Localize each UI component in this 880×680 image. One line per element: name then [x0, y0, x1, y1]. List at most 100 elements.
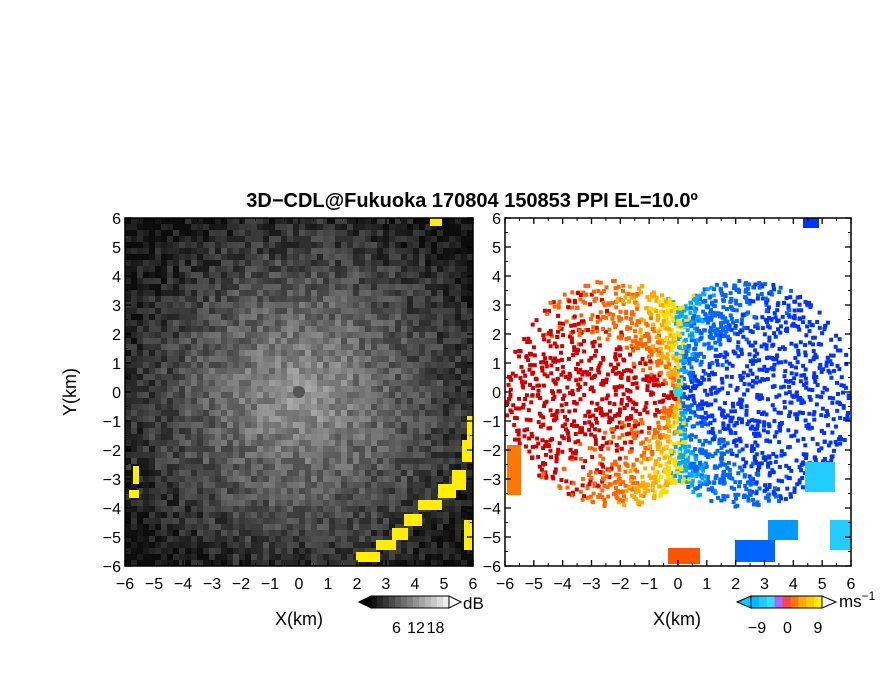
reflectivity-pixel	[257, 536, 263, 542]
reflectivity-pixel	[299, 428, 305, 434]
reflectivity-pixel	[209, 392, 215, 398]
reflectivity-pixel	[263, 278, 269, 284]
reflectivity-pixel	[323, 506, 329, 512]
reflectivity-pixel	[173, 368, 179, 374]
velocity-pixel	[732, 462, 737, 467]
velocity-pixel	[706, 455, 711, 460]
reflectivity-pixel	[287, 242, 293, 248]
reflectivity-pixel	[161, 254, 167, 260]
reflectivity-pixel	[389, 476, 395, 482]
reflectivity-pixel	[299, 326, 305, 332]
reflectivity-pixel	[233, 386, 239, 392]
reflectivity-pixel	[293, 482, 299, 488]
reflectivity-pixel	[335, 320, 341, 326]
reflectivity-pixel	[383, 530, 389, 536]
reflectivity-pixel	[263, 422, 269, 428]
reflectivity-pixel	[395, 290, 401, 296]
velocity-pixel	[746, 498, 751, 503]
reflectivity-pixel	[185, 524, 191, 530]
reflectivity-pixel	[203, 512, 209, 518]
reflectivity-pixel	[407, 416, 413, 422]
reflectivity-pixel	[137, 458, 143, 464]
reflectivity-pixel	[137, 434, 143, 440]
velocity-pixel	[658, 493, 663, 498]
reflectivity-pixel	[455, 458, 461, 464]
reflectivity-pixel	[209, 518, 215, 524]
velocity-pixel	[643, 333, 648, 338]
reflectivity-pixel	[245, 554, 251, 560]
velocity-pixel	[649, 352, 654, 357]
velocity-pixel	[731, 486, 736, 491]
reflectivity-pixel	[299, 350, 305, 356]
reflectivity-pixel	[365, 272, 371, 278]
reflectivity-pixel	[461, 236, 467, 242]
reflectivity-pixel	[245, 278, 251, 284]
reflectivity-pixel	[233, 392, 239, 398]
reflectivity-pixel	[389, 368, 395, 374]
reflectivity-pixel	[353, 398, 359, 404]
velocity-pixel	[780, 345, 785, 350]
reflectivity-pixel	[341, 338, 347, 344]
reflectivity-pixel	[257, 350, 263, 356]
reflectivity-pixel	[263, 452, 269, 458]
reflectivity-pixel	[329, 374, 335, 380]
reflectivity-pixel	[191, 368, 197, 374]
reflectivity-pixel	[437, 290, 443, 296]
velocity-pixel	[536, 454, 541, 459]
velocity-pixel	[710, 385, 715, 390]
reflectivity-pixel	[275, 362, 281, 368]
reflectivity-pixel	[353, 542, 359, 548]
velocity-pixel	[807, 329, 812, 334]
reflectivity-pixel	[179, 458, 185, 464]
velocity-pixel	[730, 451, 735, 456]
reflectivity-pixel	[413, 524, 419, 530]
reflectivity-pixel	[311, 314, 317, 320]
reflectivity-pixel	[161, 242, 167, 248]
reflectivity-pixel	[443, 308, 449, 314]
reflectivity-pixel	[239, 398, 245, 404]
reflectivity-pixel	[263, 242, 269, 248]
velocity-pixel	[744, 443, 749, 448]
reflectivity-pixel	[287, 398, 293, 404]
reflectivity-pixel	[173, 500, 179, 506]
velocity-pixel	[660, 484, 665, 489]
velocity-pixel	[572, 345, 577, 350]
reflectivity-pixel	[377, 410, 383, 416]
reflectivity-pixel	[329, 284, 335, 290]
reflectivity-pixel	[245, 374, 251, 380]
reflectivity-pixel	[263, 440, 269, 446]
reflectivity-pixel	[425, 440, 431, 446]
reflectivity-pixel	[359, 302, 365, 308]
reflectivity-pixel	[389, 356, 395, 362]
reflectivity-pixel	[371, 230, 377, 236]
reflectivity-pixel	[203, 428, 209, 434]
reflectivity-pixel	[443, 362, 449, 368]
reflectivity-pixel	[377, 398, 383, 404]
reflectivity-pixel	[419, 368, 425, 374]
reflectivity-pixel	[401, 554, 407, 560]
reflectivity-pixel	[155, 440, 161, 446]
reflectivity-pixel	[233, 524, 239, 530]
reflectivity-pixel	[449, 374, 455, 380]
reflectivity-pixel	[251, 332, 257, 338]
reflectivity-pixel	[437, 224, 443, 230]
reflectivity-pixel	[425, 350, 431, 356]
reflectivity-pixel	[275, 488, 281, 494]
velocity-pixel	[778, 330, 783, 335]
reflectivity-pixel	[347, 272, 353, 278]
velocity-pixel	[541, 360, 546, 365]
reflectivity-pixel	[461, 506, 467, 512]
reflectivity-pixel	[173, 536, 179, 542]
reflectivity-pixel	[395, 488, 401, 494]
reflectivity-pixel	[143, 386, 149, 392]
reflectivity-pixel	[137, 314, 143, 320]
reflectivity-pixel	[269, 314, 275, 320]
reflectivity-pixel	[203, 260, 209, 266]
reflectivity-pixel	[395, 224, 401, 230]
reflectivity-pixel	[275, 248, 281, 254]
reflectivity-pixel	[179, 272, 185, 278]
reflectivity-pixel	[449, 314, 455, 320]
reflectivity-pixel	[347, 428, 353, 434]
reflectivity-saturated-echo	[404, 514, 422, 526]
reflectivity-pixel	[167, 218, 173, 224]
